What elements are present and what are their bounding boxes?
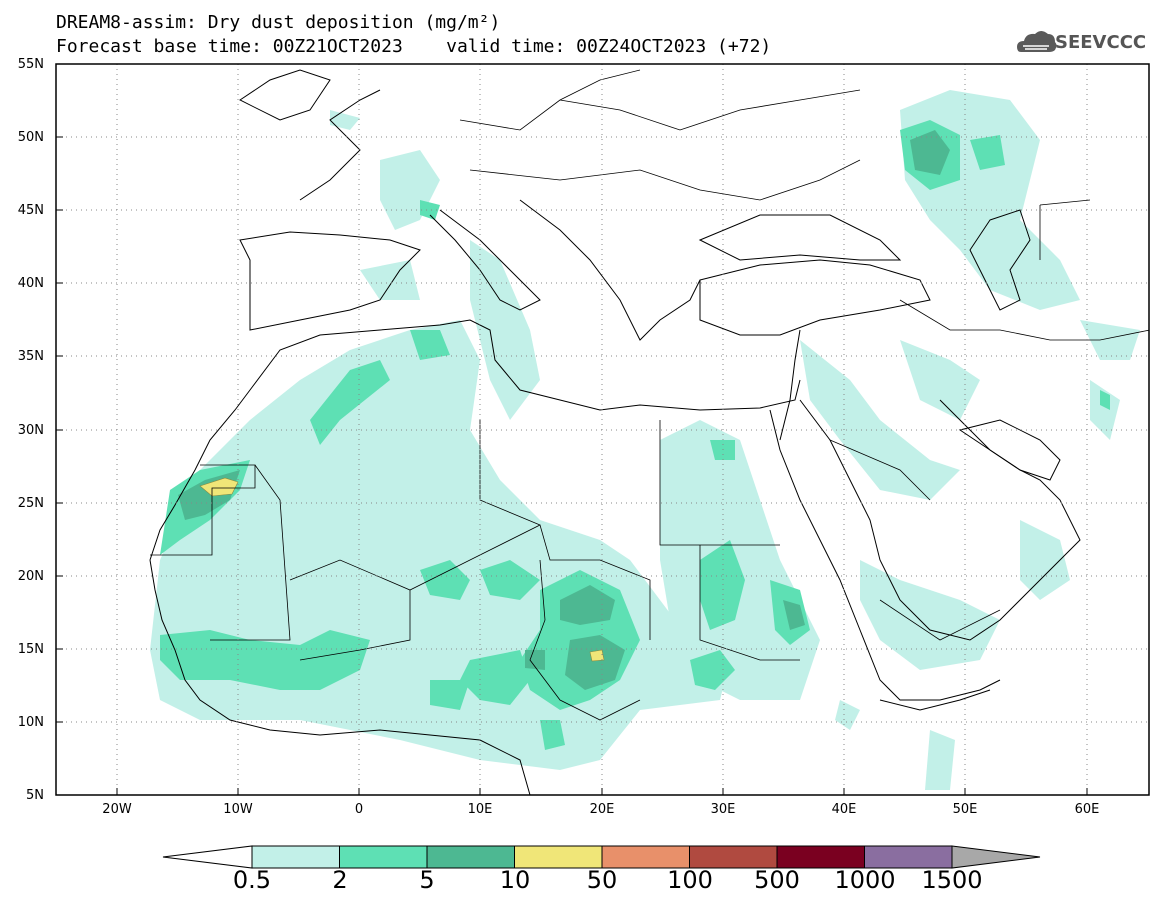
lon-tick-label: 40E (831, 802, 857, 817)
coastlines (149, 69, 1081, 795)
lat-tick-label: 30N (17, 423, 44, 438)
colorbar-label: 1500 (921, 866, 983, 894)
cloud-icon (1017, 31, 1057, 52)
map-subtitle: Forecast base time: 00Z21OCT2023 valid t… (56, 36, 772, 57)
lat-tick-label: 20N (17, 569, 44, 584)
lon-tick-label: 50E (952, 802, 978, 817)
lon-tick-label: 10W (223, 802, 253, 817)
lon-tick-label: 10E (467, 802, 493, 817)
gridlines (56, 64, 1149, 795)
lat-tick-label: 10N (17, 715, 44, 730)
lon-tick-label: 20W (102, 802, 132, 817)
lon-tick-label: 20E (589, 802, 615, 817)
lat-tick-label: 25N (17, 496, 44, 511)
colorbar-label: 10 (499, 866, 531, 894)
dust-field-dark (178, 130, 950, 690)
lon-tick-label: 60E (1074, 802, 1100, 817)
map-title: DREAM8-assim: Dry dust deposition (mg/m²… (56, 12, 501, 33)
lat-tick-label: 50N (17, 130, 44, 145)
colorbar-label: 5 (419, 866, 435, 894)
colorbar-label: 2 (332, 866, 348, 894)
colorbar-label: 0.5 (232, 866, 272, 894)
lat-tick-label: 40N (17, 276, 44, 291)
lat-tick-label: 45N (17, 203, 44, 218)
colorbar-label: 500 (754, 866, 800, 894)
lat-tick-label: 15N (17, 642, 44, 657)
lon-tick-label: 30E (710, 802, 736, 817)
tick-marks (56, 136, 1088, 795)
colorbar-label: 1000 (834, 866, 896, 894)
lat-tick-label: 55N (17, 57, 44, 72)
lat-tick-label: 5N (26, 788, 44, 803)
colorbar-label: 50 (586, 866, 618, 894)
lon-tick-label: 0 (354, 802, 364, 817)
lat-tick-label: 35N (17, 349, 44, 364)
colorbar-label: 100 (667, 866, 713, 894)
logo-text: SEEVCCC (1055, 32, 1147, 53)
